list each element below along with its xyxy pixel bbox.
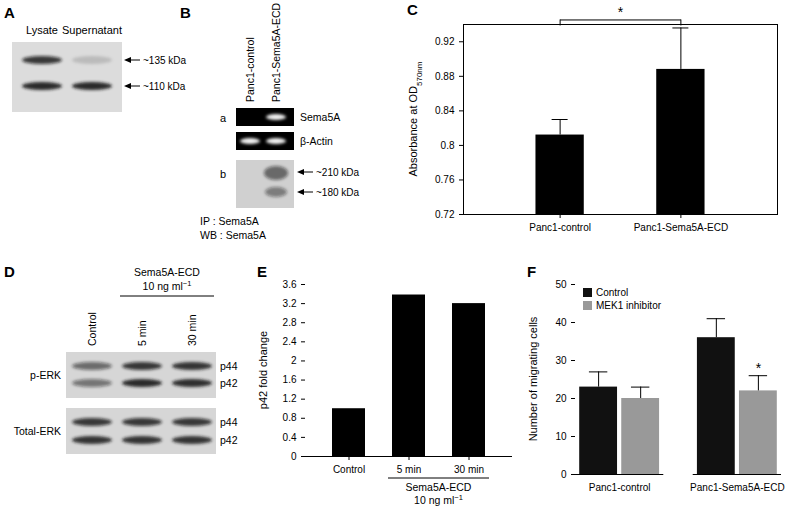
svg-text:Panc1-Sema5A-ECD: Panc1-Sema5A-ECD (270, 2, 282, 102)
svg-text:Control: Control (86, 312, 98, 346)
svg-text:0.8: 0.8 (283, 412, 297, 423)
svg-text:10 ng ml−1: 10 ng ml−1 (143, 279, 192, 293)
svg-text:0.4: 0.4 (283, 432, 297, 443)
svg-text:3.2: 3.2 (283, 298, 297, 309)
svg-text:0: 0 (291, 451, 297, 462)
svg-text:Sema5A-ECD: Sema5A-ECD (406, 481, 472, 493)
svg-text:50: 50 (555, 279, 567, 290)
html-text:E: E (257, 263, 267, 280)
svg-text:p42: p42 (220, 377, 238, 389)
html-text:C: C (407, 1, 418, 18)
svg-text:~180 kDa: ~180 kDa (316, 187, 360, 198)
svg-text:p44: p44 (220, 416, 238, 428)
svg-text:Total-ERK: Total-ERK (14, 425, 61, 437)
svg-text:10 ng ml−1: 10 ng ml−1 (414, 493, 463, 507)
svg-text:b: b (220, 168, 226, 180)
svg-text:*: * (618, 4, 624, 20)
svg-text:0.72: 0.72 (435, 209, 455, 220)
svg-text:A: A (4, 4, 15, 21)
svg-text:2: 2 (291, 355, 297, 366)
svg-text:Lysate: Lysate (26, 24, 58, 36)
svg-text:*: * (756, 360, 762, 376)
svg-text:Sema5A-ECD: Sema5A-ECD (134, 266, 200, 278)
svg-text:IP : Sema5A: IP : Sema5A (200, 215, 259, 227)
svg-text:~110 kDa: ~110 kDa (143, 81, 186, 92)
svg-text:p42: p42 (220, 434, 238, 446)
svg-text:Number of migrating cells: Number of migrating cells (527, 316, 539, 441)
svg-text:B: B (180, 4, 191, 21)
svg-text:p44: p44 (220, 360, 238, 372)
svg-text:0.88: 0.88 (435, 71, 455, 82)
svg-text:~210 kDa: ~210 kDa (316, 167, 360, 178)
svg-text:0: 0 (561, 469, 567, 480)
svg-text:0.8: 0.8 (441, 140, 455, 151)
html-text:MEK1 inhibitor: MEK1 inhibitor (596, 300, 661, 311)
svg-text:5 min: 5 min (397, 464, 421, 475)
svg-text:1.6: 1.6 (283, 374, 297, 385)
svg-text:Panc1-control: Panc1-control (589, 482, 651, 493)
svg-text:0.76: 0.76 (435, 174, 455, 185)
svg-text:a: a (220, 112, 227, 124)
svg-text:30: 30 (555, 355, 567, 366)
svg-text:β-Actin: β-Actin (300, 135, 333, 147)
svg-text:Control: Control (333, 464, 365, 475)
html-text:F: F (527, 263, 537, 280)
svg-text:Sema5A: Sema5A (300, 111, 340, 123)
svg-text:0.84: 0.84 (435, 105, 455, 116)
svg-text:D: D (4, 263, 15, 280)
svg-text:5 min: 5 min (136, 320, 148, 346)
svg-text:0.92: 0.92 (435, 36, 455, 47)
svg-text:20: 20 (555, 393, 567, 404)
svg-text:3.6: 3.6 (283, 279, 297, 290)
svg-text:Supernatant: Supernatant (62, 24, 122, 36)
svg-text:30 min: 30 min (186, 314, 198, 346)
svg-text:Panc1-control: Panc1-control (529, 222, 591, 233)
svg-text:10: 10 (555, 431, 567, 442)
svg-text:Panc1-control: Panc1-control (244, 37, 256, 102)
svg-text:p42 fold change: p42 fold change (257, 331, 269, 409)
svg-text:Panc1-Sema5A-ECD: Panc1-Sema5A-ECD (690, 482, 784, 493)
svg-text:1.2: 1.2 (283, 393, 297, 404)
svg-text:30 min: 30 min (454, 464, 484, 475)
svg-text:Absorbance at OD570nm: Absorbance at OD570nm (407, 61, 424, 176)
svg-text:40: 40 (555, 317, 567, 328)
svg-text:2.4: 2.4 (283, 336, 297, 347)
svg-text:2.8: 2.8 (283, 317, 297, 328)
svg-text:WB : Sema5A: WB : Sema5A (200, 229, 266, 241)
svg-text:p-ERK: p-ERK (30, 369, 61, 381)
html-text:Control: Control (596, 287, 629, 298)
svg-text:Panc1-Sema5A-ECD: Panc1-Sema5A-ECD (634, 222, 728, 233)
svg-text:~135 kDa: ~135 kDa (143, 55, 187, 66)
